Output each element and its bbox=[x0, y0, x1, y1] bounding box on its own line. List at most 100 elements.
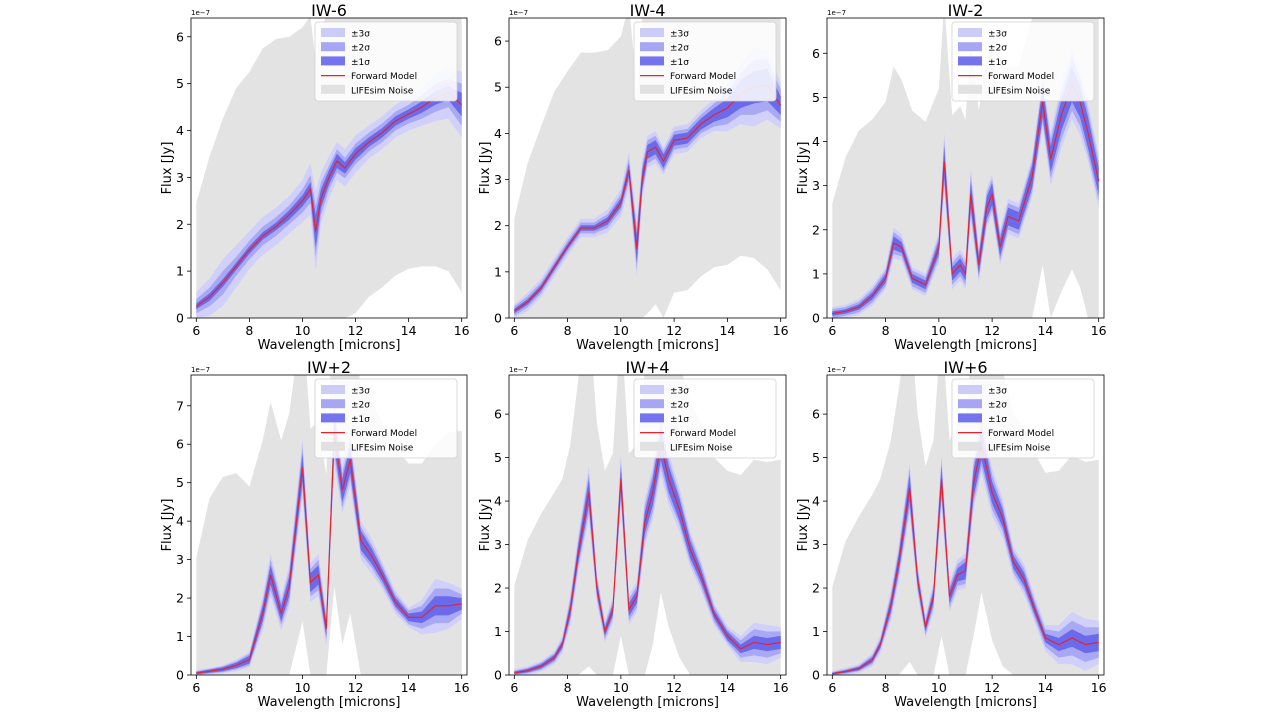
plot-area bbox=[514, 375, 781, 675]
x-tick-label: 14 bbox=[1037, 680, 1053, 695]
x-tick-label: 6 bbox=[192, 680, 200, 695]
x-tick-label: 10 bbox=[295, 680, 311, 695]
legend: ±3σ ±2σ ±1σ Forward Model LIFEsim Noise bbox=[633, 21, 777, 102]
x-tick-label: 12 bbox=[984, 680, 1000, 695]
x-tick-label: 6 bbox=[510, 323, 518, 338]
legend-label: LIFEsim Noise bbox=[988, 86, 1051, 96]
legend-swatch bbox=[321, 56, 345, 66]
y-tick-label: 6 bbox=[494, 407, 502, 422]
band-2-sigma bbox=[514, 59, 781, 316]
legend-label: ±1σ bbox=[670, 415, 689, 425]
legend-swatch bbox=[321, 385, 345, 394]
y-tick-label: 0 bbox=[494, 311, 502, 326]
legend-swatch bbox=[958, 399, 982, 409]
y-scale-label: 1e−7 bbox=[509, 366, 528, 374]
legend-label: LIFEsim Noise bbox=[670, 443, 733, 453]
x-tick-label: 8 bbox=[882, 680, 890, 695]
x-tick-label: 12 bbox=[984, 323, 1000, 338]
legend-swatch bbox=[321, 28, 345, 37]
legend-swatch bbox=[640, 84, 664, 94]
y-axis-label: Flux [Jy] bbox=[796, 499, 811, 552]
y-tick-label: 1 bbox=[494, 264, 502, 279]
legend-label: ±3σ bbox=[670, 387, 689, 397]
legend-swatch bbox=[958, 413, 982, 423]
legend-label: Forward Model bbox=[670, 429, 736, 439]
legend-label: ±1σ bbox=[351, 58, 370, 68]
x-tick-label: 14 bbox=[719, 680, 735, 695]
legend-label: LIFEsim Noise bbox=[351, 443, 414, 453]
y-tick-label: 3 bbox=[494, 537, 502, 552]
panel-title: IW+6 bbox=[943, 358, 987, 377]
y-tick-label: 3 bbox=[812, 537, 820, 552]
x-axis-label: Wavelength [microns] bbox=[258, 695, 401, 710]
legend: ±3σ ±2σ ±1σ Forward Model LIFEsim Noise bbox=[951, 21, 1095, 102]
x-tick-label: 10 bbox=[931, 680, 947, 695]
legend-label: ±1σ bbox=[351, 415, 370, 425]
y-tick-label: 1 bbox=[494, 624, 502, 639]
legend: ±3σ ±2σ ±1σ Forward Model LIFEsim Noise bbox=[951, 378, 1095, 459]
legend-swatch bbox=[321, 399, 345, 409]
x-tick-label: 10 bbox=[613, 323, 629, 338]
x-tick-label: 12 bbox=[348, 680, 364, 695]
axes-frame bbox=[508, 374, 787, 676]
y-tick-label: 2 bbox=[812, 581, 820, 596]
y-tick-label: 2 bbox=[176, 591, 184, 606]
legend-label: ±2σ bbox=[351, 44, 370, 54]
y-tick-label: 2 bbox=[494, 581, 502, 596]
legend-swatch bbox=[321, 413, 345, 423]
y-axis-label: Flux [Jy] bbox=[796, 142, 811, 195]
legend-label: Forward Model bbox=[351, 72, 417, 82]
axes-frame bbox=[190, 374, 468, 676]
x-tick-label: 6 bbox=[828, 323, 836, 338]
y-axis-label: Flux [Jy] bbox=[160, 142, 175, 195]
y-tick-label: 0 bbox=[176, 668, 184, 683]
x-axis-label: Wavelength [microns] bbox=[576, 695, 719, 710]
y-tick-label: 4 bbox=[176, 514, 184, 529]
y-tick-label: 4 bbox=[494, 126, 502, 141]
x-tick-label: 16 bbox=[1091, 680, 1107, 695]
x-tick-label: 8 bbox=[245, 680, 253, 695]
legend-box bbox=[314, 21, 458, 102]
plot-area bbox=[196, 375, 462, 675]
y-tick-label: 0 bbox=[812, 668, 820, 683]
legend-label: ±3σ bbox=[351, 30, 370, 40]
y-tick-label: 1 bbox=[176, 629, 184, 644]
legend-label: Forward Model bbox=[351, 429, 417, 439]
forward-model-line bbox=[514, 444, 781, 674]
y-tick-label: 6 bbox=[176, 29, 184, 44]
legend-box bbox=[633, 21, 777, 102]
x-tick-label: 8 bbox=[882, 323, 890, 338]
band-1-sigma bbox=[196, 417, 462, 675]
band-2-sigma bbox=[832, 57, 1099, 318]
legend-label: ±2σ bbox=[670, 401, 689, 411]
legend-swatch bbox=[958, 42, 982, 52]
x-tick-label: 14 bbox=[401, 680, 417, 695]
y-tick-label: 4 bbox=[176, 123, 184, 138]
panel-title: IW+4 bbox=[625, 358, 669, 377]
y-tick-label: 2 bbox=[176, 217, 184, 232]
axes-frame bbox=[826, 17, 1105, 319]
legend-label: ±2σ bbox=[670, 44, 689, 54]
x-tick-label: 10 bbox=[931, 323, 947, 338]
y-tick-label: 5 bbox=[812, 450, 820, 465]
legend-swatch bbox=[640, 28, 664, 37]
legend-swatch bbox=[958, 441, 982, 451]
legend-label: ±3σ bbox=[988, 30, 1007, 40]
plot-area bbox=[832, 375, 1099, 675]
y-scale-label: 1e−7 bbox=[509, 9, 528, 17]
panel-title: IW-2 bbox=[948, 1, 984, 20]
legend-label: ±1σ bbox=[988, 415, 1007, 425]
legend: ±3σ ±2σ ±1σ Forward Model LIFEsim Noise bbox=[633, 378, 777, 459]
legend-swatch bbox=[640, 42, 664, 52]
x-tick-label: 6 bbox=[828, 680, 836, 695]
legend-label: ±2σ bbox=[988, 401, 1007, 411]
y-tick-label: 3 bbox=[176, 170, 184, 185]
forward-model-line bbox=[513, 84, 782, 312]
legend-label: LIFEsim Noise bbox=[988, 443, 1051, 453]
noise-band bbox=[514, 375, 781, 675]
